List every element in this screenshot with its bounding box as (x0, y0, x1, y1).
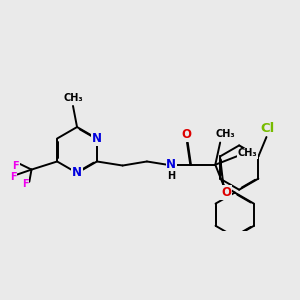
Text: H: H (167, 171, 175, 181)
Text: N: N (72, 167, 82, 179)
Text: CH₃: CH₃ (215, 130, 235, 140)
Text: O: O (221, 186, 231, 199)
Text: N: N (92, 132, 102, 145)
Text: CH₃: CH₃ (63, 93, 83, 103)
Text: F: F (10, 172, 16, 182)
Text: F: F (22, 178, 29, 189)
Text: N: N (166, 158, 176, 171)
Text: O: O (182, 128, 191, 141)
Text: F: F (13, 161, 19, 171)
Text: CH₃: CH₃ (238, 148, 257, 158)
Text: Cl: Cl (261, 122, 275, 135)
